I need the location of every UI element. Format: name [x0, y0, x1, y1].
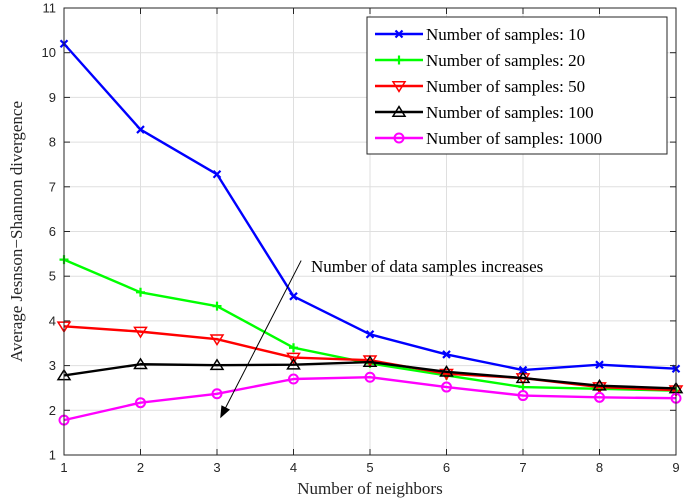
data-point [133, 357, 148, 370]
x-tick-label: 8 [596, 460, 603, 475]
annotation-arrow-shaft [220, 260, 302, 418]
legend-label: Number of samples: 100 [426, 103, 594, 122]
data-point [594, 391, 605, 403]
data-point [211, 388, 223, 400]
data-point [289, 343, 298, 353]
y-tick-label: 3 [49, 358, 56, 373]
y-tick-label: 8 [49, 135, 56, 150]
x-tick-label: 9 [672, 460, 679, 475]
data-point [595, 360, 604, 369]
data-point [362, 355, 378, 367]
data-point [133, 326, 148, 339]
y-tick-label: 7 [49, 179, 56, 194]
data-point [439, 365, 454, 377]
y-tick-label: 9 [49, 90, 56, 105]
y-tick-label: 2 [49, 403, 56, 418]
x-axis-ticks: 1 2 3 4 5 6 7 8 9 [60, 8, 680, 475]
data-point [289, 292, 298, 301]
data-point [592, 378, 607, 391]
x-tick-label: 6 [443, 460, 450, 475]
data-point [209, 334, 225, 347]
data-point [439, 368, 454, 381]
data-point [136, 287, 145, 297]
legend-marker [393, 132, 405, 144]
data-point [209, 358, 225, 371]
legend-marker [391, 105, 407, 117]
legend-label: Number of samples: 50 [426, 77, 585, 96]
data-point [518, 365, 528, 375]
series-line [63, 376, 677, 422]
data-point [286, 357, 301, 370]
data-point [136, 125, 145, 134]
data-point [441, 381, 452, 393]
data-point [592, 382, 607, 394]
data-point [212, 301, 222, 311]
data-point [286, 352, 301, 365]
legend-label: Number of samples: 20 [426, 51, 585, 70]
data-point [212, 170, 222, 179]
series-4 [58, 371, 682, 426]
annotation-arrow-head [220, 405, 231, 419]
annotation: Number of data samples increases [220, 257, 543, 419]
x-tick-label: 3 [213, 460, 220, 475]
x-tick-label: 7 [519, 460, 526, 475]
y-tick-label: 11 [43, 1, 57, 16]
data-point [288, 373, 299, 385]
y-tick-label: 5 [49, 269, 56, 284]
y-axis-ticks: 1 2 3 4 5 6 7 8 9 10 11 [42, 1, 676, 463]
series-line [63, 360, 677, 390]
x-tick-label: 4 [290, 460, 297, 475]
series-layer [56, 39, 684, 426]
legend-item: Number of samples: 10 [375, 25, 585, 44]
x-axis-title: Number of neighbors [297, 479, 442, 498]
series-0 [59, 39, 681, 375]
data-point [517, 390, 529, 402]
legend-item: Number of samples: 100 [375, 103, 594, 122]
legend: Number of samples: 10 Number of samples: … [366, 16, 668, 155]
x-tick-label: 2 [137, 460, 144, 475]
data-point [364, 371, 376, 383]
data-point [515, 371, 531, 384]
legend-marker [394, 29, 404, 39]
legend-item: Number of samples: 20 [375, 51, 585, 70]
y-tick-label: 1 [49, 448, 56, 463]
annotation-text: Number of data samples increases [311, 257, 543, 276]
legend-item: Number of samples: 1000 [375, 129, 602, 148]
legend-label: Number of samples: 10 [426, 25, 585, 44]
legend-label: Number of samples: 1000 [426, 129, 602, 148]
y-tick-label: 6 [49, 224, 56, 239]
data-point [365, 330, 375, 339]
data-point [135, 397, 146, 409]
y-tick-label: 4 [49, 313, 56, 328]
y-axis-title: Average Jesnson−Shannon divergence [7, 101, 26, 362]
data-point [442, 350, 451, 359]
y-tick-label: 10 [42, 45, 56, 60]
legend-item: Number of samples: 50 [375, 77, 585, 96]
x-tick-label: 5 [366, 460, 373, 475]
legend-marker [394, 55, 404, 65]
legend-marker [391, 81, 407, 93]
x-tick-label: 1 [60, 460, 67, 475]
